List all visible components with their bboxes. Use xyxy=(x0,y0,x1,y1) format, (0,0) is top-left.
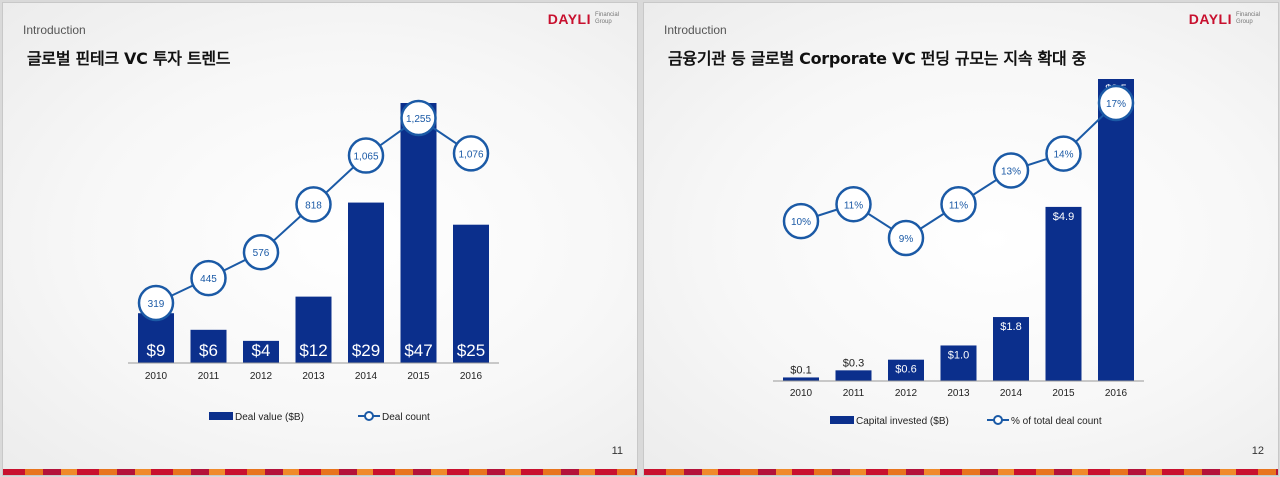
bar-value-label: $4.9 xyxy=(1053,211,1074,223)
line-point-marker xyxy=(1097,84,1135,122)
line-point-label: 10% xyxy=(791,217,811,228)
bar-2016 xyxy=(1098,79,1134,381)
bar-2010 xyxy=(138,313,174,363)
x-tick-label: 2014 xyxy=(1000,388,1023,399)
bar-value-label: $6 xyxy=(199,341,218,360)
line-point-marker xyxy=(190,259,227,297)
line-point-marker xyxy=(835,186,872,223)
x-tick-label: 2014 xyxy=(355,371,378,382)
legend-bar-swatch xyxy=(830,416,854,424)
bar-2014 xyxy=(348,202,384,363)
line-point-marker xyxy=(295,186,332,223)
legend-bar-swatch xyxy=(209,412,233,420)
page-number: 12 xyxy=(1251,445,1264,457)
bar-value-label: $0.3 xyxy=(843,357,864,369)
line-point-label: 14% xyxy=(1053,150,1073,161)
bar-2016 xyxy=(453,224,489,363)
line-point-label: 818 xyxy=(305,200,322,211)
line-point-label: 445 xyxy=(200,274,217,285)
x-tick-label: 2012 xyxy=(250,371,273,382)
fintech-vc-chart: $9 $6 $4 $12 $29 $47 $25 2010 2011 2012 2013 2014 20… xyxy=(128,99,499,423)
line-point-label: 319 xyxy=(148,299,165,310)
bar-2013 xyxy=(295,296,332,363)
footer-stripe xyxy=(644,469,1278,475)
legend-bar-label: Deal value ($B) xyxy=(235,412,304,423)
bar-2012 xyxy=(243,340,279,363)
bar-value-label: $1.0 xyxy=(948,349,969,361)
line-point-marker xyxy=(242,233,280,271)
line-point-label: 11% xyxy=(949,200,968,211)
bar-value-label: $47 xyxy=(404,341,432,360)
bar-2015 xyxy=(400,103,437,363)
bar-2014 xyxy=(993,317,1029,381)
line-point-marker xyxy=(137,284,175,322)
line-point-marker xyxy=(940,186,977,223)
legend-line-marker xyxy=(993,415,1003,425)
slide-11: Introduction 글로벌 핀테크 VC 투자 트렌드 DAYLI Fin… xyxy=(2,2,638,476)
line-point-label: 1,255 xyxy=(406,114,431,125)
bar-value-label: $29 xyxy=(352,341,380,360)
bar-value-label: $9 xyxy=(147,341,166,360)
x-tick-label: 2012 xyxy=(895,388,918,399)
x-tick-label: 2015 xyxy=(1052,388,1075,399)
x-tick-label: 2013 xyxy=(302,371,325,382)
bar-value-label: $25 xyxy=(457,341,485,360)
line-point-marker xyxy=(1045,135,1082,172)
legend-line-label: % of total deal count xyxy=(1011,416,1102,427)
x-tick-label: 2016 xyxy=(1105,388,1128,399)
logo-subtitle: Financial Group xyxy=(595,12,620,25)
bar-2012 xyxy=(888,359,924,381)
line-point-label: 1,076 xyxy=(458,149,483,160)
line-point-label: 9% xyxy=(899,234,914,245)
x-tick-label: 2016 xyxy=(460,371,483,382)
x-tick-label: 2010 xyxy=(145,371,168,382)
footer-stripe xyxy=(3,469,637,475)
page-number: 11 xyxy=(611,445,623,457)
bar-2011 xyxy=(835,370,872,381)
line-point-marker xyxy=(782,202,820,240)
company-logo: DAYLI Financial Group xyxy=(1189,11,1266,27)
slide-title: 금융기관 등 글로벌 Corporate VC 펀딩 규모는 지속 확대 중 xyxy=(668,49,1087,68)
line-point-label: 576 xyxy=(253,248,270,259)
bar-value-label: $1.8 xyxy=(1000,321,1021,333)
bar-value-label: $0.1 xyxy=(790,364,811,376)
logo-wordmark: DAYLI xyxy=(547,11,591,27)
line-point-marker xyxy=(347,137,385,174)
x-tick-label: 2015 xyxy=(407,371,430,382)
bar-value-label: $0.6 xyxy=(895,364,916,376)
slide-title: 글로벌 핀테크 VC 투자 트렌드 xyxy=(27,49,231,68)
slide-12: Introduction 금융기관 등 글로벌 Corporate VC 펀딩 … xyxy=(643,2,1279,476)
bar-value-label: $4 xyxy=(252,341,271,360)
legend-bar-label: Capital invested ($B) xyxy=(856,416,949,427)
bar-2011 xyxy=(190,329,227,363)
logo-wordmark: DAYLI xyxy=(1188,11,1232,27)
line-point-marker xyxy=(992,152,1030,189)
company-logo: DAYLI Financial Group xyxy=(548,11,625,27)
logo-subtitle: Financial Group xyxy=(1236,12,1261,25)
x-tick-label: 2013 xyxy=(947,388,970,399)
line-point-marker xyxy=(452,135,490,172)
legend-line-label: Deal count xyxy=(382,412,430,423)
line-point-label: 13% xyxy=(1001,167,1021,178)
line-point-label: 11% xyxy=(844,200,863,211)
bar-2013 xyxy=(940,345,977,381)
legend-line-marker xyxy=(364,411,374,421)
corporate-vc-chart: $0.1$0.3$0.6$1.0$1.8$4.9$8.5201020112012… xyxy=(773,79,1144,427)
section-label: Introduction xyxy=(664,23,727,37)
bar-value-label: $12 xyxy=(299,341,327,360)
x-tick-label: 2010 xyxy=(790,388,813,399)
x-tick-label: 2011 xyxy=(198,371,220,382)
bar-2010 xyxy=(783,377,819,381)
bar-2015 xyxy=(1045,206,1082,381)
line-point-marker xyxy=(887,219,925,257)
section-label: Introduction xyxy=(23,23,86,37)
line-point-label: 17% xyxy=(1106,99,1126,110)
x-tick-label: 2011 xyxy=(843,388,865,399)
line-point-marker xyxy=(400,99,437,137)
line-point-label: 1,065 xyxy=(353,152,378,163)
